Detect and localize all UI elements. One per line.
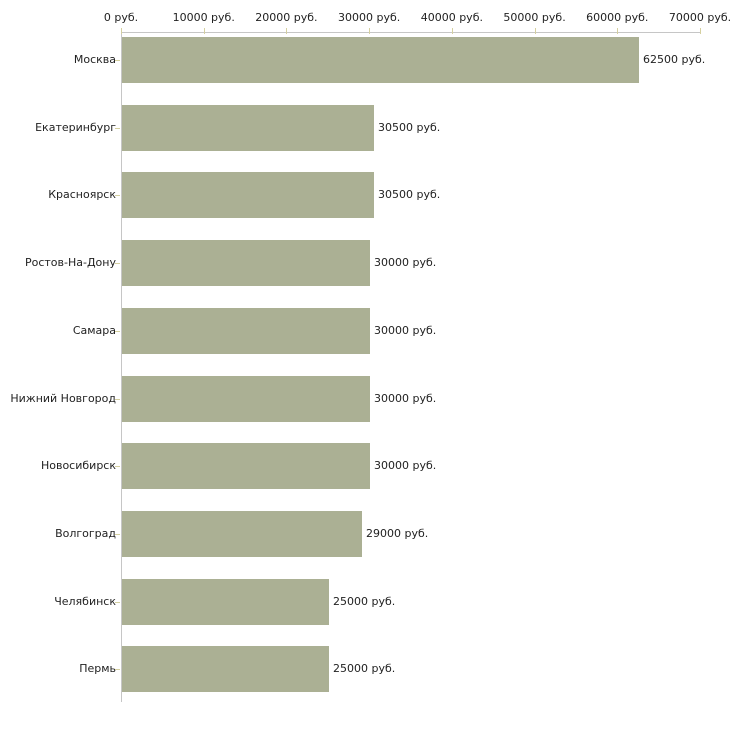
x-tick-label: 30000 руб. xyxy=(338,11,401,24)
x-tick-mark xyxy=(121,28,122,34)
x-axis-line xyxy=(121,32,700,33)
bar xyxy=(122,376,370,422)
category-label: Челябинск xyxy=(54,595,116,608)
bar xyxy=(122,37,639,83)
category-tick-mark xyxy=(115,195,120,196)
bar xyxy=(122,240,370,286)
value-label: 29000 руб. xyxy=(366,527,429,540)
x-tick-mark xyxy=(700,28,701,34)
x-tick-label: 60000 руб. xyxy=(586,11,649,24)
x-tick-mark xyxy=(286,28,288,34)
category-label: Самара xyxy=(72,324,116,337)
category-tick-mark xyxy=(115,399,120,400)
x-tick-label: 70000 руб. xyxy=(668,11,730,24)
x-tick-label: 50000 руб. xyxy=(503,11,566,24)
value-label: 30000 руб. xyxy=(374,324,437,337)
x-tick-mark xyxy=(203,28,205,34)
bar xyxy=(122,105,374,151)
category-label: Ростов-На-Дону xyxy=(24,256,116,269)
value-label: 30500 руб. xyxy=(378,121,441,134)
value-label: 62500 руб. xyxy=(643,53,706,66)
x-tick-label: 20000 руб. xyxy=(255,11,318,24)
x-tick-label: 10000 руб. xyxy=(172,11,235,24)
category-label: Екатеринбург xyxy=(35,121,116,134)
category-label: Москва xyxy=(73,53,116,66)
y-axis-line xyxy=(121,32,122,702)
bar xyxy=(122,443,370,489)
x-tick-label: 0 руб. xyxy=(103,11,139,24)
category-label: Красноярск xyxy=(48,188,116,201)
category-label: Новосибирск xyxy=(40,459,116,472)
bar xyxy=(122,511,362,557)
category-tick-mark xyxy=(115,602,120,603)
bar xyxy=(122,579,329,625)
x-tick-mark xyxy=(534,28,536,34)
value-label: 30000 руб. xyxy=(374,459,437,472)
category-tick-mark xyxy=(115,263,120,264)
x-tick-mark xyxy=(369,28,371,34)
value-label: 30500 руб. xyxy=(378,188,441,201)
value-label: 25000 руб. xyxy=(333,595,396,608)
value-label: 25000 руб. xyxy=(333,662,396,675)
category-label: Волгоград xyxy=(55,527,116,540)
category-tick-mark xyxy=(115,331,120,332)
category-label: Нижний Новгород xyxy=(10,392,116,405)
value-label: 30000 руб. xyxy=(374,392,437,405)
bar xyxy=(122,646,329,692)
category-tick-mark xyxy=(115,534,120,535)
bar xyxy=(122,172,374,218)
x-tick-mark xyxy=(617,28,619,34)
category-tick-mark xyxy=(115,669,120,670)
category-tick-mark xyxy=(115,128,120,129)
category-label: Пермь xyxy=(79,662,116,675)
category-tick-mark xyxy=(115,60,120,61)
bar xyxy=(122,308,370,354)
value-label: 30000 руб. xyxy=(374,256,437,269)
category-tick-mark xyxy=(115,466,120,467)
x-tick-label: 40000 руб. xyxy=(420,11,483,24)
x-tick-mark xyxy=(451,28,453,34)
